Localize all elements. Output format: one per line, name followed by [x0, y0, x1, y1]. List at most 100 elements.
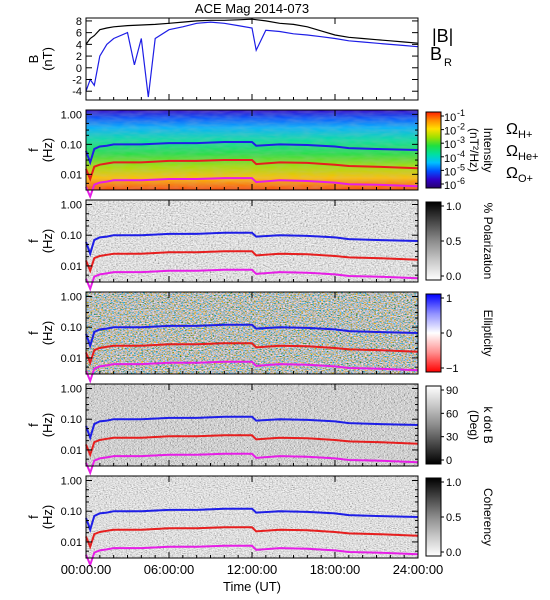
coherency-y-tick-label: 0.01	[61, 537, 82, 549]
intensity-colorbar-tick-base: 10	[444, 126, 456, 138]
polarization-ylabel: f	[26, 239, 41, 243]
polarization-y-tick-label: 1.00	[61, 199, 82, 211]
intensity-y-tick-label: 1.00	[61, 109, 82, 121]
polarization-colorbar-tick-label: 1.0	[446, 201, 461, 213]
kdotb-colorbar-tick-label: 60	[446, 408, 458, 420]
mag-y-tick-label: 6	[76, 28, 82, 40]
mag-series-B-line	[85, 18, 419, 45]
ellipticity-y-tick-label: 0.01	[61, 353, 82, 365]
polarization-y-tick-label: 0.10	[61, 230, 82, 242]
intensity-gyrofrequency-Heplus-line	[85, 159, 419, 182]
kdotb-colorbar	[425, 385, 442, 465]
ellipticity-colorbar-tick-label: 0	[446, 328, 452, 340]
kdotb-ylabel-units: (Hz)	[40, 413, 55, 438]
legend-gyro-subscript: H+	[518, 129, 532, 141]
coherency-y-tick-label: 0.10	[61, 506, 82, 518]
ellipticity-y-tick-label: 1.00	[61, 291, 82, 303]
kdotb-gyrofrequency-Hplus-line	[85, 415, 419, 441]
mag-y-tick-label: 2	[76, 51, 82, 63]
kdotb-colorbar-units: (Deg)	[467, 410, 481, 440]
ellipticity-gyrofrequency-Heplus-line	[85, 342, 419, 366]
coherency-y-tick-label: 1.00	[61, 475, 82, 487]
polarization-gyrofrequency-Hplus-line	[85, 231, 419, 257]
x-tick-label: 24:00:00	[393, 562, 444, 577]
coherency-colorbar	[425, 477, 442, 557]
kdotb-colorbar-tick-label: 90	[446, 385, 458, 397]
intensity-colorbar-tick-exponent: -4	[457, 149, 465, 159]
intensity-colorbar-tick-exponent: -1	[457, 108, 465, 118]
kdotb-colorbar-label: k dot B	[481, 406, 495, 443]
intensity-colorbar-label: Intensity	[481, 128, 495, 173]
intensity-colorbar-tick-exponent: -2	[457, 122, 465, 132]
kdotb-y-tick-label: 1.00	[61, 383, 82, 395]
intensity-spectrogram-texture	[86, 110, 418, 190]
coherency-colorbar-tick-label: 1.0	[446, 477, 461, 489]
kdotb-colorbar-tick-label: 30	[446, 432, 458, 444]
coherency-gyrofrequency-Hplus-line	[85, 507, 419, 533]
ellipticity-ylabel: f	[26, 331, 41, 335]
x-axis-label: Time (UT)	[223, 579, 281, 594]
ellipticity-spectrogram	[86, 292, 418, 374]
kdotb-ylabel: f	[26, 423, 41, 427]
legend-br: B	[430, 44, 442, 64]
mag-y-tick-label: 4	[76, 39, 82, 51]
coherency-colorbar-tick-label: 0.0	[446, 547, 461, 559]
coherency-colorbar-label: Coherency	[481, 488, 495, 546]
polarization-ylabel-units: (Hz)	[40, 229, 55, 254]
ellipticity-colorbar	[425, 293, 442, 373]
kdotb-y-tick-label: 0.10	[61, 414, 82, 426]
intensity-colorbar	[425, 111, 442, 189]
intensity-colorbar-tick-exponent: -3	[457, 135, 465, 145]
kdotb-y-tick-label: 0.01	[61, 445, 82, 457]
intensity-colorbar-tick-base: 10	[444, 166, 456, 178]
intensity-ylabel-units: (Hz)	[40, 138, 55, 163]
mag-y-tick-label: -2	[72, 75, 82, 87]
x-tick-label: 06:00:00	[144, 562, 195, 577]
ellipticity-gyrofrequency-Oplus-line	[85, 360, 419, 384]
legend-gyro-subscript: He+	[518, 151, 539, 163]
mag-ylabel: B	[26, 55, 41, 64]
polarization-colorbar-tick-label: 0.5	[446, 236, 461, 248]
coherency-colorbar-tick-label: 0.5	[446, 512, 461, 524]
intensity-colorbar-tick-exponent: -6	[457, 176, 465, 186]
mag-y-tick-label: 8	[76, 16, 82, 28]
intensity-colorbar-tick-base: 10	[444, 180, 456, 192]
kdotb-spectrogram	[86, 384, 418, 466]
mag-y-tick-label: 0	[76, 63, 82, 75]
polarization-colorbar	[425, 201, 442, 281]
intensity-y-tick-label: 0.10	[61, 139, 82, 151]
coherency-gyrofrequency-Heplus-line	[85, 526, 419, 550]
intensity-gyrofrequency-Hplus-line	[85, 141, 419, 166]
coherency-gyrofrequency-Oplus-line	[85, 544, 419, 568]
ellipticity-gyrofrequency-Hplus-line	[85, 323, 419, 349]
x-tick-label: 00:00:00	[61, 562, 112, 577]
polarization-gyrofrequency-Heplus-line	[85, 250, 419, 274]
legend-br-subscript: R	[444, 57, 452, 69]
intensity-colorbar-tick-base: 10	[444, 153, 456, 165]
polarization-y-tick-label: 0.01	[61, 261, 82, 273]
intensity-gyrofrequency-Oplus-line	[85, 177, 419, 200]
intensity-ylabel: f	[26, 148, 41, 152]
kdotb-colorbar-tick-label: 0	[446, 455, 452, 467]
coherency-ylabel: f	[26, 515, 41, 519]
polarization-gyrofrequency-Oplus-line	[85, 268, 419, 292]
kdotb-gyrofrequency-Oplus-line	[85, 452, 419, 476]
mag-ylabel-units: (nT)	[40, 47, 55, 71]
chart-title: ACE Mag 2014-073	[195, 1, 309, 16]
polarization-colorbar-tick-label: 0.0	[446, 271, 461, 283]
ellipticity-colorbar-label: Ellipticity	[481, 310, 495, 357]
legend-gyro-subscript: O+	[518, 173, 533, 185]
mag-series-BR-line	[85, 21, 419, 98]
ellipticity-ylabel-units: (Hz)	[40, 321, 55, 346]
x-tick-label: 18:00:00	[310, 562, 361, 577]
intensity-colorbar-tick-exponent: -5	[457, 162, 465, 172]
coherency-spectrogram	[86, 476, 418, 558]
ellipticity-colorbar-tick-label: −1	[446, 363, 459, 375]
kdotb-gyrofrequency-Heplus-line	[85, 434, 419, 458]
intensity-colorbar-units: (nT²/Hz)	[467, 128, 481, 172]
intensity-colorbar-tick-base: 10	[444, 112, 456, 124]
polarization-spectrogram	[86, 200, 418, 282]
intensity-y-tick-label: 0.01	[61, 169, 82, 181]
mag-plot-area	[86, 18, 418, 100]
